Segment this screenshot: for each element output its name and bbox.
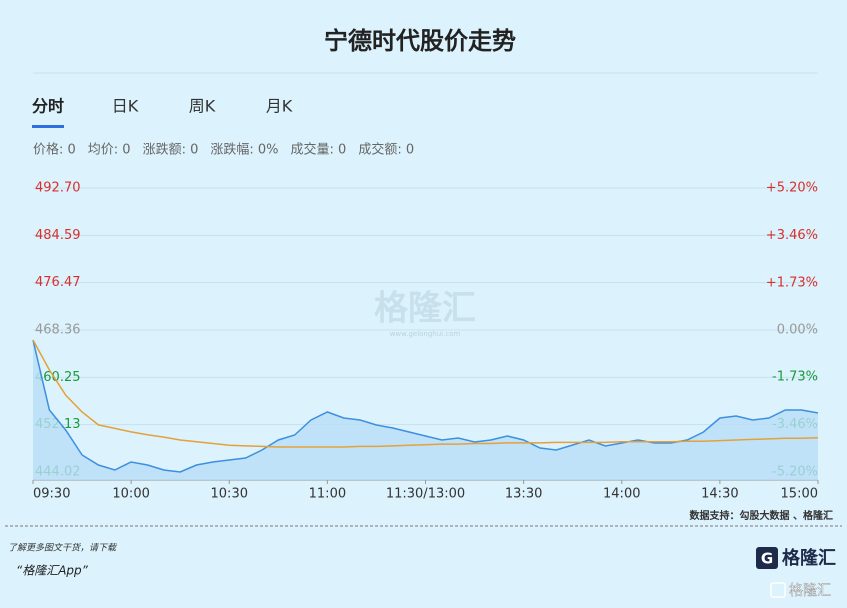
y2-tick-label: +3.46%: [766, 228, 818, 243]
logo-text: 格隆汇: [782, 547, 836, 569]
watermark-url: www.gelonghui.com: [390, 330, 461, 338]
y-tick-label: 468.36: [35, 323, 81, 338]
x-tick-label: 14:00: [603, 487, 640, 502]
tab[interactable]: 月K: [266, 97, 293, 116]
y-tick-label: 460.25: [35, 370, 81, 385]
footer-note: 了解更多图文干货，请下载: [8, 543, 117, 554]
title: 宁德时代股价走势: [324, 27, 516, 55]
info-item: 涨跌额: 0: [143, 142, 199, 158]
tab[interactable]: 分时: [32, 97, 64, 116]
x-tick-label: 10:30: [211, 487, 248, 502]
x-tick-label: 13:30: [505, 487, 542, 502]
y-tick-label: 484.59: [35, 228, 81, 243]
info-item: 涨跌幅: 0%: [210, 142, 278, 158]
info-item: 价格: 0: [33, 142, 76, 158]
x-tick-label: 15:00: [781, 487, 818, 502]
area: [33, 340, 818, 480]
y-tick-label: 476.47: [35, 275, 81, 290]
x-tick-label: 11:30/13:00: [386, 487, 465, 502]
x-tick-label: 10:00: [112, 487, 149, 502]
logo-g: G: [761, 550, 773, 568]
x-tick-label: 09:30: [33, 487, 70, 502]
line: [32, 339, 819, 473]
info-item: 成交额: 0: [358, 142, 414, 158]
tab[interactable]: 日K: [112, 97, 139, 116]
y2-tick-label: 0.00%: [777, 323, 818, 338]
y2-tick-label: +5.20%: [766, 181, 818, 196]
y-tick-label: 492.70: [35, 181, 81, 196]
tabs: 分时 日K 周K 月K: [32, 97, 293, 128]
badge-icon: [770, 582, 786, 598]
line: [32, 339, 819, 448]
footer-app: “格隆汇App”: [16, 564, 89, 578]
tab[interactable]: 周K: [189, 97, 216, 116]
x-tick-label: 14:30: [701, 487, 738, 502]
info-bar: 价格: 0 均价: 0 涨跌额: 0 涨跌幅: 0% 成交量: 0 成交额: 0: [33, 142, 414, 158]
info-item: 均价: 0: [88, 143, 131, 158]
logo-icon: [756, 547, 778, 569]
tab-underline: [32, 125, 64, 128]
info-item: 成交量: 0: [291, 142, 347, 158]
y2-tick-label: +1.73%: [766, 275, 818, 290]
source: 数据支持：勾股大数据 、格隆汇: [690, 509, 833, 522]
y2-tick-label: -1.73%: [772, 370, 818, 385]
badge-text: 格隆汇: [789, 583, 831, 599]
x-tick-label: 11:00: [309, 487, 346, 502]
watermark: 格隆汇: [374, 289, 476, 329]
